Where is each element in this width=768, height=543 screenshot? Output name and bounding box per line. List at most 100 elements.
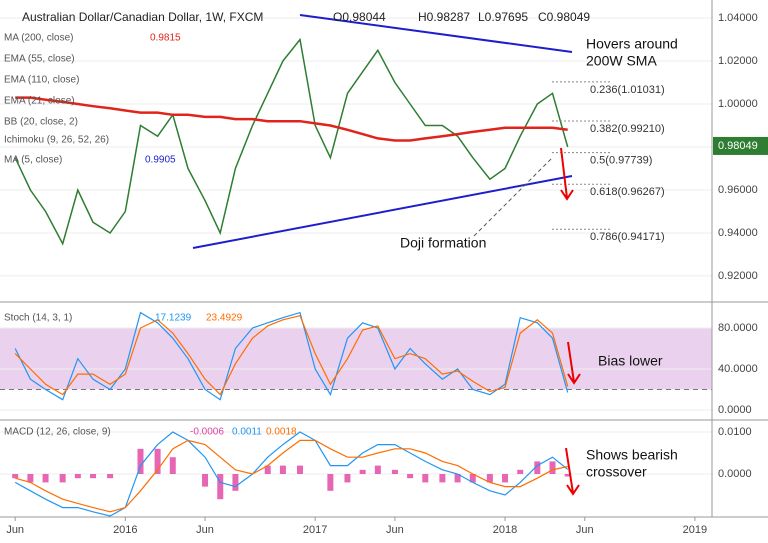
indicator-value: 17.1239: [155, 313, 192, 324]
y-tick-label: 0.92000: [718, 270, 758, 282]
indicator-value: 23.4929: [206, 313, 243, 324]
indicator-value: 0.9815: [150, 33, 181, 44]
histogram-bar: [344, 474, 351, 483]
series-line: [15, 439, 568, 513]
histogram-bar: [564, 474, 571, 477]
y-tick-label: 0.0000: [718, 404, 752, 416]
histogram-bar: [90, 474, 97, 479]
histogram-bar: [137, 448, 144, 475]
histogram-bar: [27, 474, 34, 483]
histogram-bar: [534, 461, 541, 475]
x-tick-label: 2019: [683, 524, 707, 536]
series-line: [15, 96, 568, 142]
histogram-bar: [549, 461, 556, 475]
indicator-label: MA (5, close): [4, 155, 62, 166]
annotation: Bias lower: [598, 353, 663, 369]
indicator-label: Stoch (14, 3, 1): [4, 313, 72, 324]
arrow: [567, 341, 581, 385]
indicator-label: EMA (55, close): [4, 54, 75, 65]
arrow: [565, 447, 580, 496]
y-tick-label: 40.0000: [718, 363, 758, 375]
histogram-bar: [202, 474, 209, 487]
annotation: 200W SMA: [586, 53, 657, 69]
ohlc: L0.97695: [478, 10, 528, 24]
x-tick-label: Jun: [196, 524, 214, 536]
histogram-bar: [296, 465, 303, 475]
histogram-bar: [12, 474, 19, 479]
series-line: [14, 431, 569, 517]
trendline: [299, 14, 573, 53]
annotation: Hovers around: [586, 36, 678, 52]
fib-label: 0.5(0.97739): [590, 155, 652, 167]
histogram-bar: [107, 474, 114, 479]
indicator-value: -0.0006: [190, 427, 224, 438]
histogram-bar: [74, 474, 81, 479]
histogram-bar: [154, 448, 161, 475]
pointer: [473, 157, 553, 237]
fib-label: 0.382(0.99210): [590, 123, 665, 135]
y-tick-label: 1.02000: [718, 55, 758, 67]
annotation: Doji formation: [400, 235, 486, 251]
histogram-bar: [232, 474, 239, 491]
series-line: [14, 311, 569, 401]
histogram-bar: [407, 474, 414, 479]
indicator-value: 0.0011: [232, 427, 262, 438]
indicator-label: MA (200, close): [4, 33, 73, 44]
histogram-bar: [264, 465, 271, 475]
x-tick-label: Jun: [576, 524, 594, 536]
x-tick-label: 2016: [113, 524, 137, 536]
y-tick-label: 80.0000: [718, 322, 758, 334]
y-tick-label: 1.04000: [718, 12, 758, 24]
y-tick-label: 0.0100: [718, 426, 752, 438]
layers: 0.920000.940000.960000.980001.000001.020…: [0, 12, 768, 536]
series-line: [14, 314, 569, 396]
histogram-bar: [454, 474, 461, 483]
arrow: [560, 147, 574, 201]
ohlc: C0.98049: [538, 10, 590, 24]
x-tick-label: 2018: [493, 524, 517, 536]
indicator-value: 0.0018: [266, 427, 297, 438]
y-tick-label: 0.0000: [718, 468, 752, 480]
histogram-bar: [391, 469, 398, 475]
histogram-bar: [327, 474, 334, 491]
annotation: crossover: [586, 464, 647, 480]
y-tick-label: 0.94000: [718, 227, 758, 239]
histogram-bar: [422, 474, 429, 483]
histogram-bar: [517, 469, 524, 475]
histogram-bar: [359, 469, 366, 475]
indicator-label: MACD (12, 26, close, 9): [4, 427, 111, 438]
histogram-bar: [279, 465, 286, 475]
y-tick-label: 1.00000: [718, 98, 758, 110]
trendline: [192, 175, 573, 249]
fib-label: 0.618(0.96267): [590, 186, 665, 198]
y-tick-label: 0.96000: [718, 184, 758, 196]
indicator-label: Ichimoku (9, 26, 52, 26): [4, 135, 109, 146]
chart-title: Australian Dollar/Canadian Dollar, 1W, F…: [22, 10, 263, 24]
indicator-label: BB (20, close, 2): [4, 117, 78, 128]
last-price-label: 0.98049: [718, 140, 758, 152]
indicator-label: EMA (21, close): [4, 96, 75, 107]
price-line: [14, 37, 569, 246]
annotation: Shows bearish: [586, 447, 678, 463]
histogram-bar: [374, 465, 381, 475]
histogram-bar: [217, 474, 224, 500]
histogram-bar: [169, 457, 176, 475]
histogram-bar: [469, 474, 476, 483]
fib-label: 0.236(1.01031): [590, 84, 665, 96]
histogram-bar: [486, 474, 493, 483]
histogram-bar: [439, 474, 446, 483]
fib-label: 0.786(0.94171): [590, 231, 665, 243]
x-tick-label: Jun: [386, 524, 404, 536]
x-tick-label: 2017: [303, 524, 327, 536]
histogram-bar: [42, 474, 49, 483]
ohlc: O0.98044: [333, 10, 386, 24]
ohlc: H0.98287: [418, 10, 470, 24]
x-tick-label: Jun: [6, 524, 24, 536]
indicator-label: EMA (110, close): [4, 75, 79, 86]
last-price-box: [713, 136, 768, 155]
histogram-bar: [59, 474, 66, 483]
histogram-bar: [502, 474, 509, 483]
indicator-value: 0.9905: [145, 155, 176, 166]
